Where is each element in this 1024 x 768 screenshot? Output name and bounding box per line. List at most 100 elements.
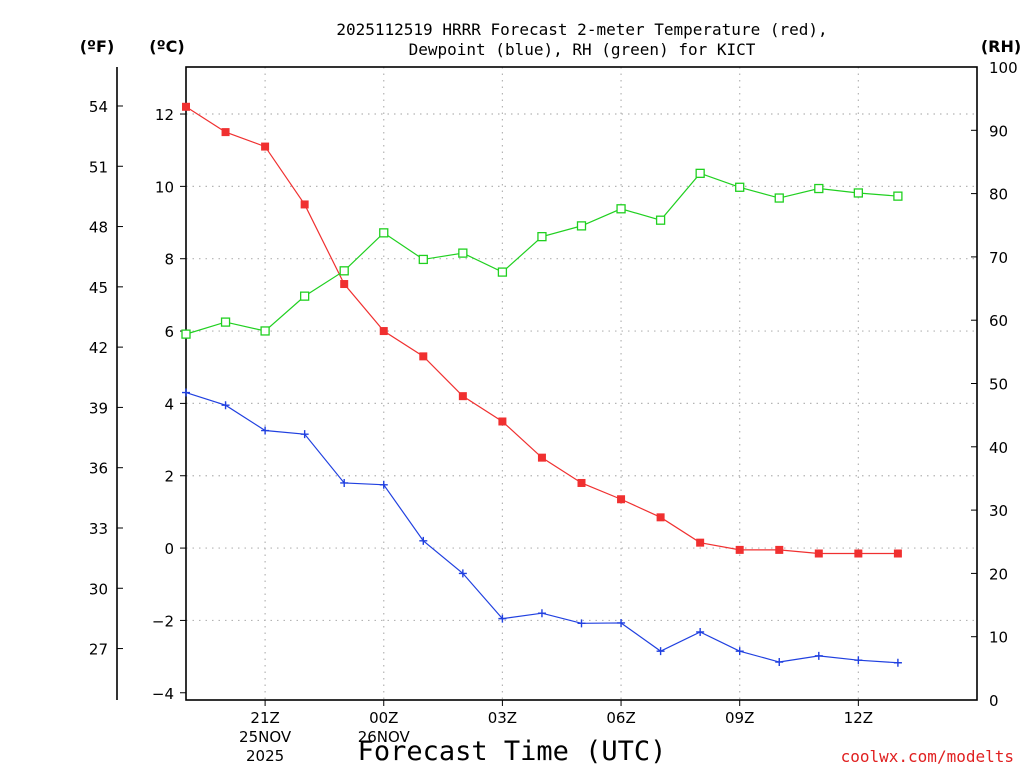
temperature-point bbox=[696, 538, 705, 547]
temperature-point bbox=[182, 102, 190, 111]
temperature-point bbox=[814, 549, 823, 558]
temperature-point bbox=[498, 417, 507, 426]
rh-tick-label: 30 bbox=[989, 502, 1008, 520]
temperature-point bbox=[656, 513, 665, 522]
series-line bbox=[185, 106, 898, 555]
rh-point bbox=[220, 317, 231, 327]
rh-point bbox=[379, 228, 389, 238]
series-2 bbox=[181, 168, 903, 339]
rh-point bbox=[814, 183, 824, 194]
temperature-point bbox=[735, 545, 744, 554]
chart-title-line1: 2025112519 HRRR Forecast 2-meter Tempera… bbox=[336, 20, 827, 39]
dewpoint-point bbox=[340, 478, 349, 487]
x-tick-label: 26NOV bbox=[358, 728, 411, 746]
x-tick-label: 21Z bbox=[250, 709, 279, 727]
temperature-point bbox=[893, 549, 902, 558]
rh-point bbox=[299, 291, 310, 301]
rh-point bbox=[537, 231, 547, 242]
dewpoint-point bbox=[696, 627, 705, 636]
dewpoint-point bbox=[221, 401, 230, 410]
celsius-tick-label: 0 bbox=[164, 540, 174, 558]
rh-tick-label: 60 bbox=[989, 312, 1008, 330]
rh-unit-label: (RH) bbox=[981, 37, 1021, 56]
rh-point bbox=[497, 267, 508, 277]
celsius-tick-label: −4 bbox=[152, 685, 174, 703]
fahrenheit-tick-label: 30 bbox=[89, 580, 108, 598]
rh-point bbox=[735, 182, 745, 192]
rh-tick-label: 50 bbox=[989, 376, 1008, 394]
dewpoint-point bbox=[735, 647, 744, 656]
x-tick-label: 09Z bbox=[725, 709, 754, 727]
rh-point bbox=[418, 254, 428, 265]
plot-frame bbox=[185, 66, 978, 701]
fahrenheit-tick-label: 45 bbox=[89, 279, 108, 297]
x-tick-label: 2025 bbox=[246, 747, 284, 765]
dewpoint-point bbox=[656, 647, 665, 656]
fahrenheit-tick-label: 36 bbox=[89, 460, 108, 478]
x-tick-label: 06Z bbox=[606, 709, 635, 727]
temperature-point bbox=[340, 280, 349, 289]
fahrenheit-unit-label: (ºF) bbox=[80, 37, 115, 56]
rh-tick-label: 0 bbox=[989, 692, 999, 710]
temperature-point bbox=[458, 392, 467, 401]
rh-point bbox=[774, 193, 784, 203]
fahrenheit-tick-label: 33 bbox=[89, 520, 108, 538]
dewpoint-point bbox=[814, 651, 823, 660]
rh-point bbox=[853, 188, 863, 198]
fahrenheit-tick-label: 39 bbox=[89, 399, 108, 417]
dewpoint-point bbox=[617, 618, 626, 627]
celsius-tick-label: 10 bbox=[155, 178, 174, 196]
rh-tick-label: 80 bbox=[989, 186, 1008, 204]
temperature-point bbox=[300, 200, 309, 209]
dewpoint-point bbox=[300, 430, 309, 439]
rh-point bbox=[893, 191, 903, 201]
rh-tick-label: 40 bbox=[989, 439, 1008, 457]
dewpoint-point bbox=[893, 658, 902, 667]
dewpoint-point bbox=[261, 426, 270, 435]
fahrenheit-tick-label: 54 bbox=[89, 98, 108, 116]
temperature-point bbox=[221, 128, 230, 137]
dewpoint-point bbox=[182, 388, 190, 397]
rh-point bbox=[181, 329, 191, 339]
temperature-point bbox=[577, 478, 586, 487]
celsius-tick-label: 8 bbox=[164, 251, 174, 269]
x-tick-label: 12Z bbox=[844, 709, 873, 727]
chart-title-line2: Dewpoint (blue), RH (green) for KICT bbox=[409, 40, 756, 59]
credit-link[interactable]: coolwx.com/modelts bbox=[841, 747, 1014, 766]
gridlines bbox=[186, 67, 977, 700]
fahrenheit-tick-label: 42 bbox=[89, 339, 108, 357]
x-tick-label: 00Z bbox=[369, 709, 398, 727]
x-tick-label: 25NOV bbox=[239, 728, 292, 746]
temperature-point bbox=[537, 453, 546, 462]
temperature-point bbox=[617, 495, 626, 504]
celsius-unit-label: (ºC) bbox=[149, 37, 184, 56]
rh-point bbox=[616, 204, 626, 214]
temperature-point bbox=[261, 142, 270, 151]
rh-point bbox=[339, 266, 349, 276]
temperature-point bbox=[419, 352, 428, 361]
celsius-tick-label: −2 bbox=[152, 612, 174, 630]
celsius-tick-label: 12 bbox=[155, 106, 174, 124]
series-line bbox=[185, 391, 898, 664]
series-line bbox=[185, 172, 898, 335]
rh-point bbox=[260, 326, 270, 336]
axes bbox=[116, 66, 978, 706]
temperature-point bbox=[775, 545, 784, 554]
x-axis-title: Forecast Time (UTC) bbox=[358, 736, 667, 767]
rh-tick-label: 20 bbox=[989, 565, 1008, 583]
rh-tick-label: 70 bbox=[989, 249, 1008, 267]
dewpoint-point bbox=[775, 658, 784, 667]
series-0 bbox=[182, 102, 902, 558]
temperature-point bbox=[379, 327, 388, 336]
rh-tick-label: 100 bbox=[989, 59, 1018, 77]
dewpoint-point bbox=[458, 569, 467, 578]
plot-area bbox=[181, 102, 903, 667]
dewpoint-point bbox=[537, 609, 546, 618]
rh-point bbox=[576, 221, 587, 231]
celsius-tick-label: 2 bbox=[164, 468, 174, 486]
dewpoint-point bbox=[419, 536, 428, 545]
temperature-point bbox=[854, 549, 863, 558]
celsius-tick-label: 6 bbox=[164, 323, 174, 341]
